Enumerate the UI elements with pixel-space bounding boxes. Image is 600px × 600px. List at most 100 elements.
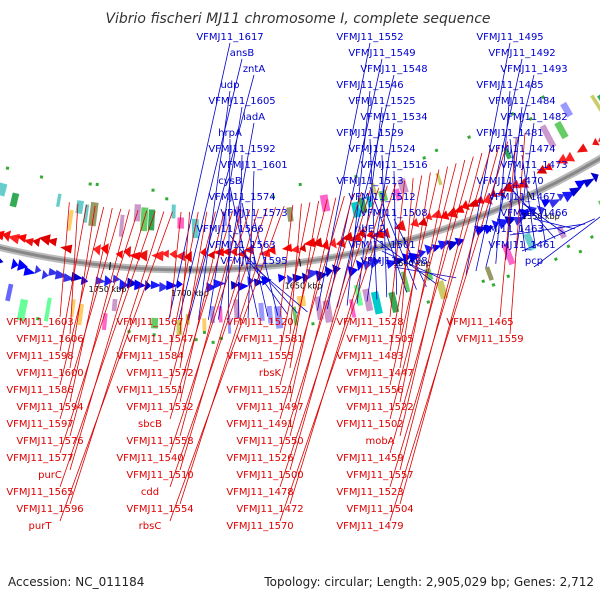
- reverse-gene-arrow: [92, 244, 102, 256]
- forward-gene-arrow: [213, 279, 226, 289]
- feature-block: [218, 306, 223, 323]
- forward-leader-line: [229, 186, 259, 318]
- feature-dot: [589, 234, 594, 240]
- reverse-gene-label: VFMJ11_1526: [226, 453, 293, 464]
- forward-gene-arrow: [556, 193, 565, 201]
- feature-block: [484, 266, 494, 281]
- feature-dot: [510, 111, 515, 116]
- forward-leader-line: [393, 266, 457, 279]
- feature-dot: [194, 338, 198, 342]
- forward-leader-line: [241, 250, 298, 314]
- feature-block: [227, 317, 232, 334]
- forward-gene-label: VFMJ11_1493: [500, 64, 567, 75]
- reverse-gene-arrow: [430, 209, 443, 219]
- forward-gene-label: ribE_2: [355, 224, 386, 235]
- feature-block: [357, 197, 368, 214]
- reverse-leader-line: [399, 152, 483, 471]
- reverse-gene-arrow: [483, 193, 493, 205]
- feature-block: [111, 298, 118, 312]
- forward-gene-arrow: [474, 226, 487, 236]
- forward-gene-arrow: [437, 240, 450, 251]
- reverse-leader-line: [389, 163, 457, 420]
- feature-dot: [165, 197, 169, 201]
- reverse-gene-label: VFMJ11_1551: [116, 385, 183, 396]
- reverse-gene-arrow: [556, 153, 569, 164]
- feature-dot: [467, 135, 472, 140]
- reverse-gene-arrow: [136, 249, 148, 262]
- reverse-gene-label: VFMJ11_1550: [236, 436, 303, 447]
- reverse-gene-arrow: [161, 249, 169, 259]
- forward-gene-label: VFMJ11_1498: [360, 256, 427, 267]
- forward-gene-label: VFMJ11_1549: [348, 48, 415, 59]
- reverse-leader-line: [69, 209, 130, 437]
- forward-gene-label: VFMJ11_1595: [220, 256, 287, 267]
- reverse-leader-line: [279, 199, 328, 386]
- reverse-leader-line: [169, 209, 251, 454]
- feature-block: [266, 305, 274, 324]
- reverse-leader-line: [69, 203, 79, 335]
- feature-block: [322, 299, 334, 323]
- feature-block: [590, 94, 600, 113]
- feature-block: [554, 120, 569, 140]
- forward-gene-label: VFMJ11_1484: [488, 96, 555, 107]
- forward-gene-label: VFMJ11_1617: [196, 32, 263, 43]
- forward-leader-line: [237, 154, 243, 319]
- reverse-gene-label: VFMJ11_1597: [6, 419, 73, 430]
- reverse-leader-line: [289, 203, 302, 335]
- forward-leader-line: [381, 154, 388, 298]
- forward-gene-arrow: [483, 225, 494, 235]
- forward-gene-label: VFMJ11_1461: [488, 240, 555, 251]
- reverse-gene-label: VFMJ11_1472: [236, 504, 303, 515]
- feature-block: [388, 291, 400, 313]
- reverse-leader-line: [179, 211, 191, 335]
- reverse-gene-label: purT: [29, 521, 53, 532]
- forward-gene-arrow: [150, 280, 162, 290]
- forward-gene-label: VFMJ11_1592: [208, 144, 275, 155]
- reverse-leader-line: [169, 211, 182, 318]
- feature-block: [209, 306, 215, 324]
- reverse-leader-line: [289, 194, 354, 437]
- forward-leader-line: [336, 74, 395, 308]
- reverse-gene-arrow: [592, 137, 600, 146]
- forward-leader-line: [393, 170, 398, 295]
- forward-gene-arrow: [261, 275, 272, 286]
- reverse-leader-line: [59, 206, 105, 386]
- reverse-gene-label: cdd: [141, 487, 159, 498]
- reverse-leader-line: [169, 205, 285, 522]
- feature-dot: [36, 316, 40, 321]
- reverse-gene-arrow: [0, 230, 5, 241]
- forward-leader-line: [247, 170, 255, 319]
- reverse-gene-label: VFMJ11_1596: [16, 504, 83, 515]
- forward-leader-line: [168, 42, 231, 320]
- feature-block: [370, 291, 383, 315]
- reverse-leader-line: [389, 169, 440, 386]
- forward-gene-arrow: [119, 279, 130, 291]
- forward-gene-label: ansB: [230, 48, 255, 59]
- feature-block: [503, 148, 512, 160]
- reverse-leader-line: [179, 211, 225, 403]
- feature-dot: [422, 155, 427, 160]
- forward-gene-label: VFMJ11_1534: [360, 112, 427, 123]
- forward-leader-line: [521, 202, 566, 235]
- feature-dot: [434, 148, 439, 153]
- reverse-leader-line: [279, 195, 345, 420]
- forward-leader-line: [369, 186, 407, 293]
- reverse-leader-line: [59, 204, 87, 352]
- reverse-gene-label: VFMJ11_1555: [226, 351, 293, 362]
- forward-gene-label: VFMJ11_1466: [500, 208, 567, 219]
- forward-leader-line: [253, 266, 308, 313]
- reverse-leader-line: [59, 211, 173, 522]
- forward-gene-arrow: [385, 259, 398, 269]
- reverse-gene-arrow: [115, 250, 123, 259]
- reverse-leader-line: [179, 208, 259, 471]
- reverse-gene-arrow: [207, 250, 215, 260]
- forward-gene-label: VFMJ11_1573: [220, 208, 287, 219]
- feature-dot: [566, 244, 571, 249]
- map-title: Vibrio fischeri MJ11 chromosome I, compl…: [105, 11, 490, 27]
- forward-gene-label: VFMJ11_1508: [360, 208, 427, 219]
- forward-gene-label: VFMJ11_1548: [360, 64, 427, 75]
- reverse-leader-line: [279, 204, 294, 318]
- reverse-gene-label: VFMJ11_1600: [16, 368, 83, 379]
- reverse-gene-label: VFMJ11_1547: [126, 334, 193, 345]
- reverse-gene-arrow: [100, 243, 109, 255]
